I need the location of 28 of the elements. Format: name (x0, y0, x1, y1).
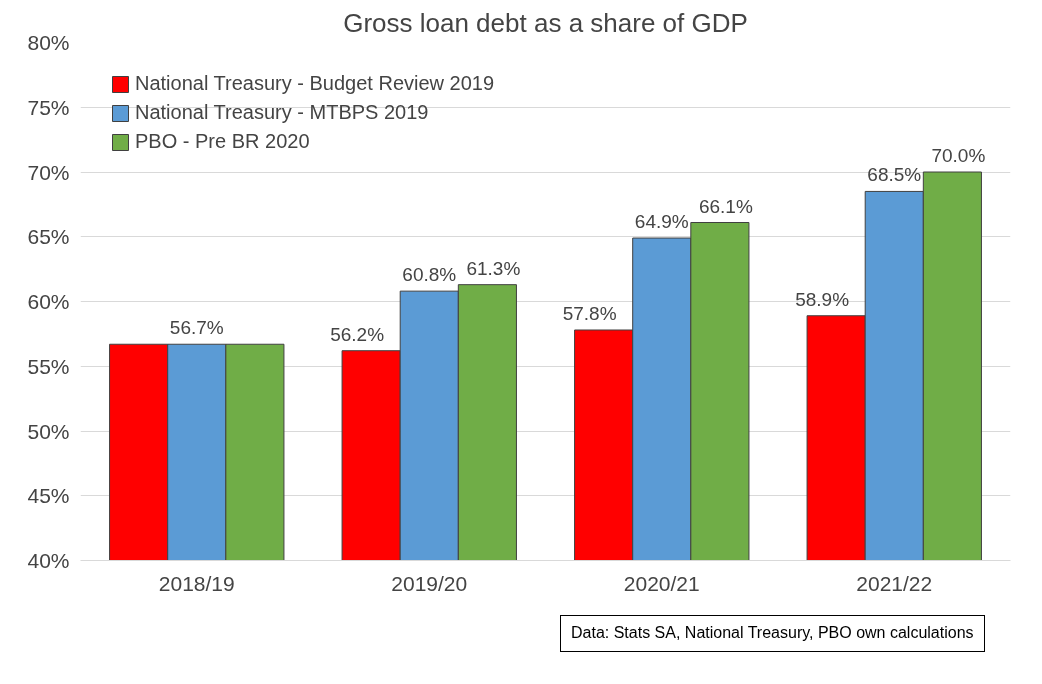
y-tick-label: 80% (27, 31, 70, 54)
y-tick-label: 65% (27, 225, 70, 249)
x-tick-label: 2020/21 (623, 571, 700, 595)
data-label: 58.9% (795, 288, 850, 310)
data-label: 57.8% (562, 302, 617, 324)
text: Data: Stats SA, National Treasury, PBO own calculations (571, 623, 974, 643)
y-tick-label: 45% (27, 484, 70, 508)
data-label: 56.7% (169, 317, 224, 339)
y-tick-label: 75% (27, 95, 70, 119)
y-tick-label: 40% (27, 549, 70, 572)
y-tick-label: 70% (27, 160, 70, 184)
chart-title: Gross loan debt as a share of GDP (343, 7, 748, 38)
data-label: 70.0% (931, 145, 986, 166)
data-label: 66.1% (698, 195, 753, 217)
legend-label: National Treasury - MTBPS 2019 (135, 101, 429, 124)
data-label: 64.9% (634, 211, 689, 233)
x-tick-label: 2021/22 (856, 571, 933, 595)
y-tick-label: 50% (27, 419, 70, 443)
data-label: 56.2% (330, 323, 385, 345)
x-tick-label: 2019/20 (391, 571, 468, 595)
x-tick-label: 2018/19 (158, 571, 235, 595)
data-label: 60.8% (402, 264, 457, 286)
legend-label: PBO - Pre BR 2020 (135, 130, 310, 153)
legend-label: National Treasury - Budget Review 2019 (135, 72, 495, 95)
y-tick-label: 55% (27, 354, 70, 378)
y-tick-label: 60% (27, 290, 70, 313)
data-label: 61.3% (466, 257, 521, 279)
data-label: 68.5% (867, 164, 922, 186)
